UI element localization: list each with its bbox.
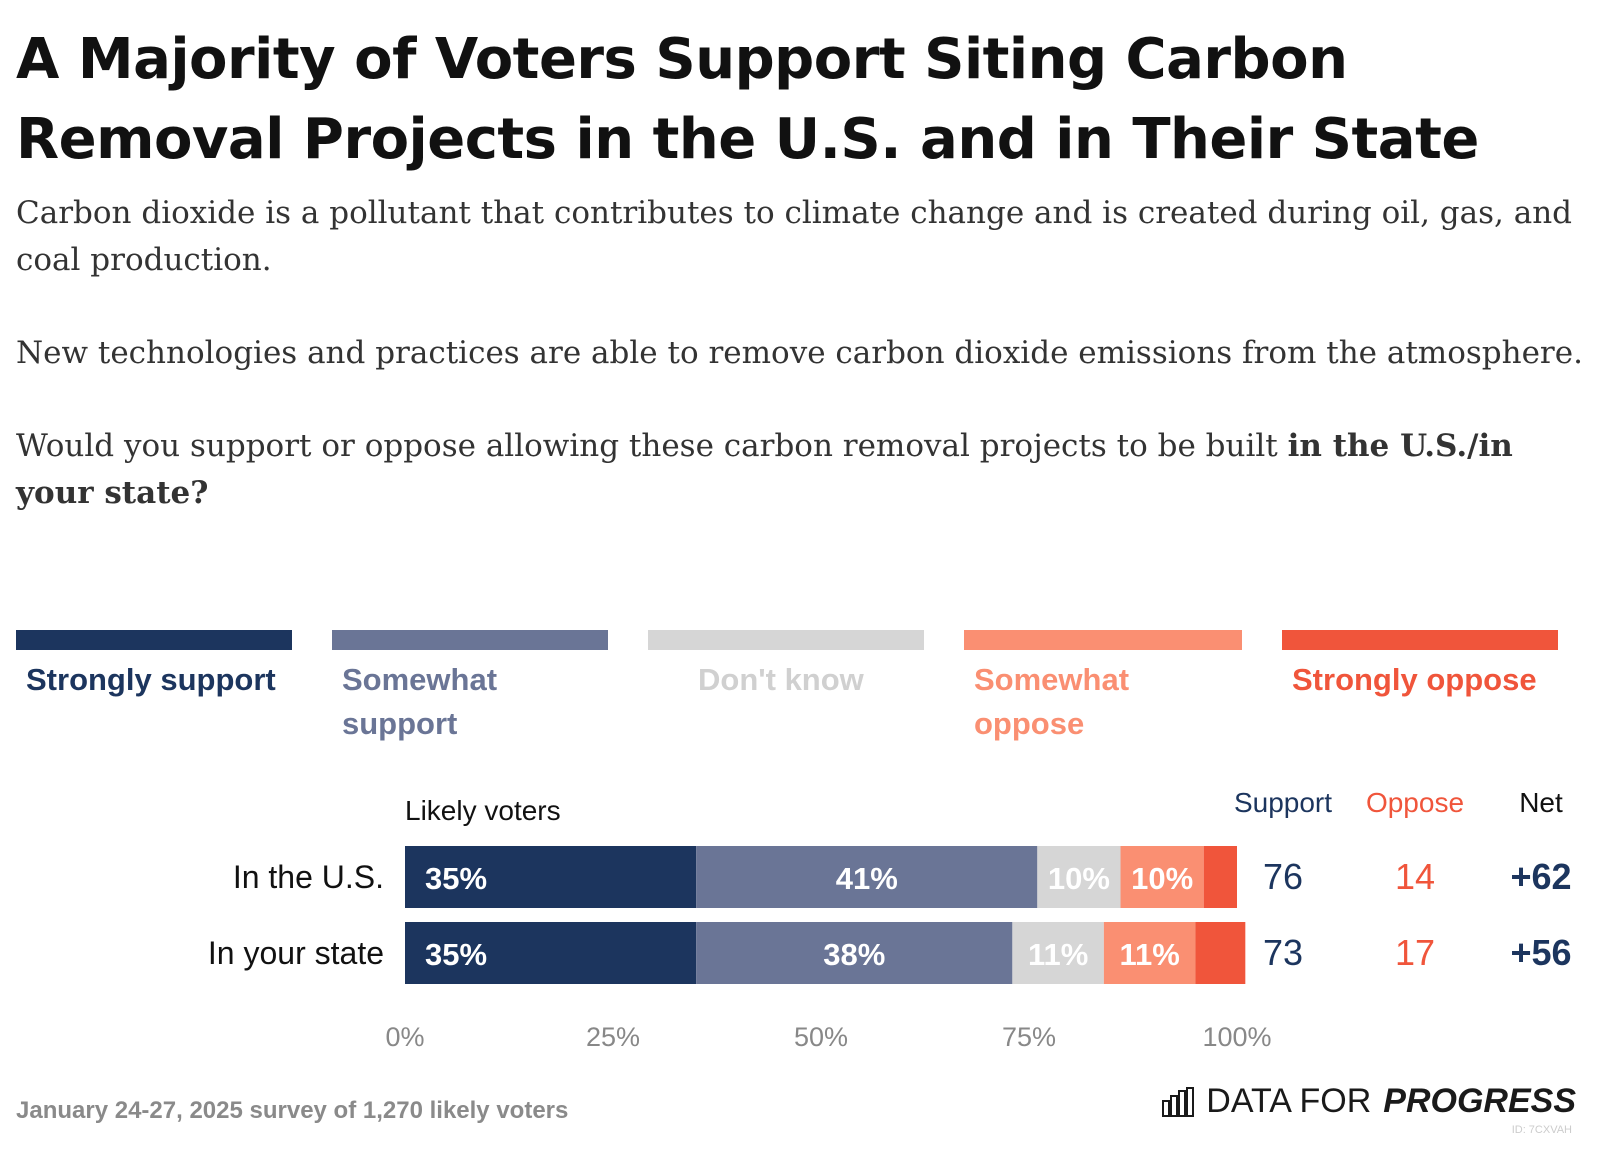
support-header: Support <box>1234 787 1332 818</box>
bar-segment <box>696 922 1013 984</box>
legend-item-somewhat-oppose: Somewhat oppose <box>964 630 1242 746</box>
row-label: In the U.S. <box>233 859 384 895</box>
legend-label: Strongly oppose <box>1292 662 1537 697</box>
chart-id: ID: 7CXVAH <box>1511 1124 1572 1136</box>
legend-swatch <box>16 630 292 650</box>
bar-chart-logo-icon <box>1162 1086 1195 1117</box>
data-label: 10% <box>1048 861 1110 896</box>
data-label: 41% <box>836 861 898 896</box>
bar-segment <box>1012 922 1104 984</box>
bar-segment <box>1103 922 1196 984</box>
legend-item-somewhat-support: Somewhat support <box>332 630 608 746</box>
bar-segment <box>1120 846 1204 908</box>
legend-label: Strongly support <box>26 662 276 697</box>
brand-logo: DATA FOR PROGRESS <box>1162 1082 1576 1121</box>
legend-label: Somewhat oppose <box>974 662 1130 741</box>
chart-title: A Majority of Voters Support Siting Carb… <box>16 27 1479 172</box>
support-value: 73 <box>1263 932 1303 973</box>
intro-question: Would you support or oppose allowing the… <box>16 423 1596 517</box>
chart-intro: Carbon dioxide is a pollutant that contr… <box>16 190 1596 563</box>
legend-item-dont-know: Don't know <box>648 630 924 702</box>
data-label: 11% <box>1028 937 1088 972</box>
data-label: 11% <box>1119 937 1179 972</box>
question-text: Would you support or oppose allowing the… <box>16 428 1288 464</box>
bar-segment <box>1037 846 1121 908</box>
intro-paragraph-1: Carbon dioxide is a pollutant that contr… <box>16 195 1573 278</box>
oppose-value: 14 <box>1395 856 1435 897</box>
oppose-header: Oppose <box>1366 787 1464 818</box>
bar-segment <box>1195 922 1246 984</box>
stacked-bar-chart: Likely voters Support Oppose Net In the U.S.… <box>208 787 1572 1052</box>
legend-swatch <box>332 630 608 650</box>
x-tick-label: 25% <box>586 1022 640 1052</box>
legend-label: Somewhat support <box>342 662 498 741</box>
legend-swatch <box>648 630 924 650</box>
support-value: 76 <box>1263 856 1303 897</box>
survey-note: January 24-27, 2025 survey of 1,270 like… <box>16 1097 569 1124</box>
data-label: 10% <box>1131 861 1193 896</box>
legend-label: Don't know <box>698 662 864 697</box>
data-label: 35% <box>425 937 487 972</box>
bar-segment <box>1203 846 1237 908</box>
data-label: 38% <box>823 937 885 972</box>
x-tick-label: 100% <box>1202 1022 1271 1052</box>
brand-text-light: DATA FOR <box>1206 1082 1372 1120</box>
net-value: +62 <box>1510 856 1571 897</box>
legend-item-strongly-oppose: Strongly oppose <box>1282 630 1558 702</box>
legend-swatch <box>964 630 1242 650</box>
bar-segment <box>405 846 697 908</box>
legend-swatch <box>1282 630 1558 650</box>
x-tick-label: 75% <box>1002 1022 1056 1052</box>
row-label: In your state <box>208 935 384 971</box>
group-label: Likely voters <box>405 795 561 826</box>
intro-paragraph-2: New technologies and practices are able … <box>16 335 1583 371</box>
bar-segment <box>696 846 1038 908</box>
net-value: +56 <box>1510 932 1571 973</box>
x-tick-label: 0% <box>385 1022 424 1052</box>
bar-segment <box>405 922 697 984</box>
oppose-value: 17 <box>1395 932 1435 973</box>
legend-item-strongly-support: Strongly support <box>16 630 292 702</box>
x-tick-label: 50% <box>794 1022 848 1052</box>
net-header: Net <box>1519 787 1563 818</box>
brand-text-bold: PROGRESS <box>1383 1082 1576 1120</box>
question-emphasis: in the U.S./in your state? <box>16 428 1513 511</box>
data-label: 35% <box>425 861 487 896</box>
